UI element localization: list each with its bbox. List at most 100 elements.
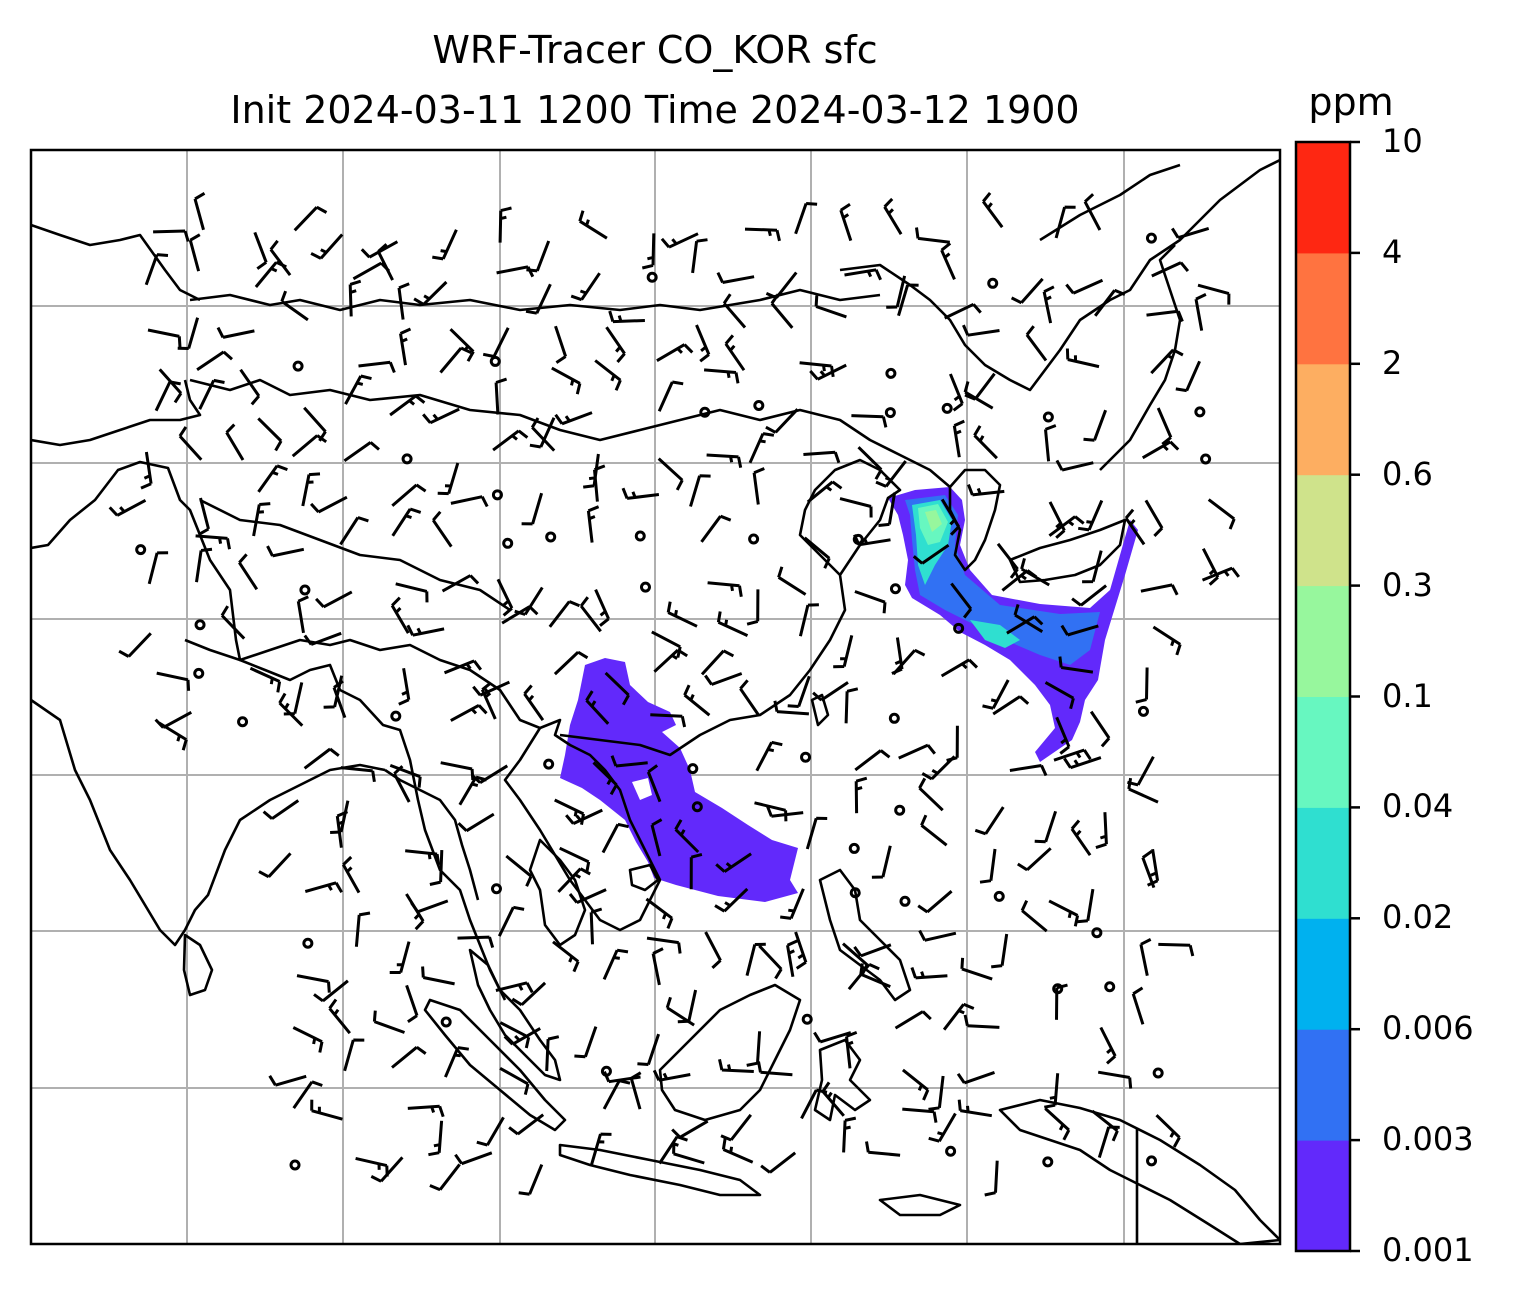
wind-barb [812, 681, 849, 702]
wind-barb [391, 483, 427, 507]
wind-barb [773, 700, 810, 716]
wind-barb [1194, 293, 1207, 331]
wind-barb [360, 240, 399, 259]
wind-barb [389, 941, 411, 974]
calm-wind-marker [1042, 1156, 1054, 1168]
calm-wind-marker [1152, 1067, 1164, 1079]
wind-barb [431, 510, 453, 548]
wind-barb [942, 1002, 975, 1031]
wind-barb [521, 492, 544, 526]
wind-barb [765, 408, 799, 434]
wind-barb [894, 1010, 932, 1030]
wind-barb [454, 1151, 493, 1166]
wind-barb [657, 380, 684, 412]
wind-barb [940, 498, 960, 536]
wind-barb [695, 324, 711, 363]
wind-barb [523, 684, 545, 721]
wind-barb [529, 417, 556, 449]
wind-barb [1044, 1107, 1071, 1141]
calm-wind-marker [646, 271, 658, 283]
wind-barb [1020, 558, 1050, 587]
wind-barb [553, 650, 589, 676]
wind-barb [343, 441, 380, 463]
wind-barb [439, 346, 472, 374]
wind-barb [839, 202, 853, 242]
wind-barbs [108, 191, 1240, 1197]
wind-barb [301, 472, 321, 507]
wind-barb [340, 766, 376, 783]
wind-barb [1141, 849, 1156, 889]
coastline-philippines [818, 868, 912, 1002]
wind-barb [646, 764, 662, 803]
wind-barb [704, 672, 743, 686]
colorbar-segment [1296, 1140, 1350, 1252]
wind-barb [551, 366, 582, 395]
wind-barb [765, 271, 798, 300]
wind-barb [518, 1164, 544, 1196]
colorbar-segment [1296, 807, 1350, 919]
calm-wind-marker [1104, 981, 1116, 993]
wind-barb [845, 1031, 858, 1069]
colorbar-segment [1296, 918, 1350, 1030]
wind-barb [714, 887, 749, 913]
wind-barb [842, 1116, 857, 1153]
wind-barb [480, 681, 497, 720]
wind-barb [198, 378, 225, 410]
wind-barb [574, 1026, 598, 1059]
wind-barb [660, 232, 699, 249]
wind-barb [794, 931, 808, 970]
wind-barb [645, 897, 674, 929]
wind-barb [482, 327, 510, 358]
calm-wind-marker [1137, 705, 1149, 717]
wind-barb [441, 574, 480, 593]
wind-barb [1139, 938, 1152, 976]
wind-barb [376, 243, 394, 281]
wind-barb [372, 1010, 406, 1034]
wind-barb [1082, 550, 1103, 584]
wind-barb [920, 814, 948, 847]
colorbar-segment [1296, 142, 1350, 254]
calm-wind-marker [687, 763, 699, 775]
wind-barb [443, 659, 482, 675]
wind-barb [177, 317, 200, 350]
wind-barb [1009, 764, 1048, 777]
wind-barb [1010, 277, 1044, 305]
wind-barb [952, 419, 965, 458]
wind-barb [721, 1138, 754, 1164]
wind-barb [494, 377, 508, 415]
wind-barb [339, 516, 369, 546]
coastline-china-east [559, 458, 902, 757]
wind-barb [530, 417, 556, 452]
wind-barb [158, 721, 188, 751]
wind-barb [1201, 548, 1220, 586]
colorbar-frame [1294, 140, 1352, 1253]
wind-barb [780, 888, 805, 920]
wind-barb [1141, 440, 1180, 460]
wind-barb [499, 1021, 531, 1049]
wind-barb [656, 343, 694, 362]
wind-barb [1076, 888, 1095, 924]
wind-barb [915, 227, 950, 244]
wind-barb [973, 425, 998, 460]
wind-barb [720, 1113, 752, 1142]
colorbar-tick-label: 0.02 [1382, 898, 1454, 937]
coastline-indochina [503, 718, 662, 932]
wind-barb [525, 283, 552, 315]
wind-barb [991, 933, 1009, 969]
wind-barb [760, 1151, 797, 1174]
wind-barb [1048, 515, 1085, 537]
wind-barb [592, 761, 618, 796]
wind-barb [1135, 667, 1149, 704]
calm-wind-marker [302, 937, 314, 949]
wind-barb [859, 963, 891, 988]
wind-barb [898, 743, 936, 760]
wind-barb [603, 1071, 641, 1084]
wind-barb [1006, 615, 1044, 635]
wind-barb [1089, 710, 1111, 748]
wind-barb [755, 740, 783, 772]
wind-barb [809, 363, 847, 381]
wind-barb [253, 231, 268, 270]
wind-barb [1053, 748, 1092, 762]
wind-barb [718, 1058, 754, 1073]
wind-barb [315, 590, 353, 609]
